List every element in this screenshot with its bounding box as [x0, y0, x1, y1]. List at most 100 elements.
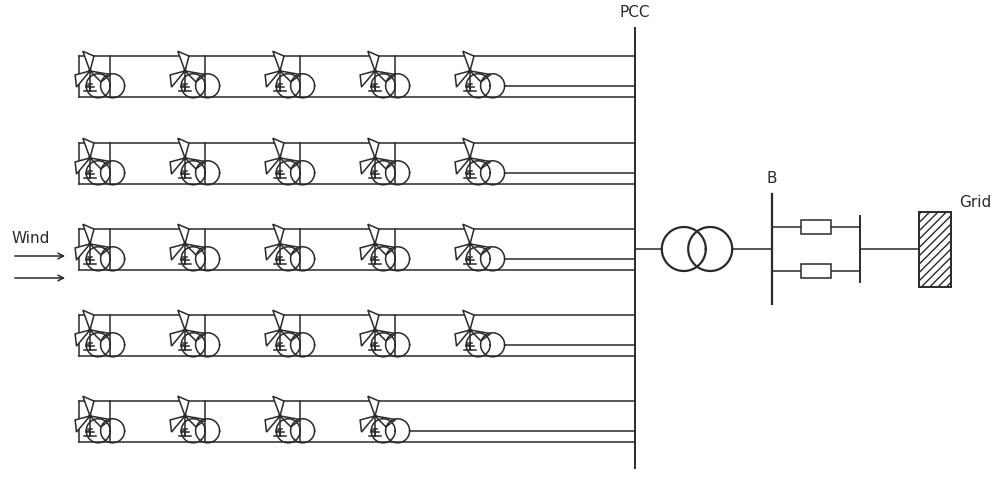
Polygon shape — [89, 329, 91, 331]
Polygon shape — [83, 138, 94, 158]
Polygon shape — [375, 244, 396, 255]
Polygon shape — [178, 138, 189, 158]
Polygon shape — [185, 330, 206, 341]
Polygon shape — [360, 416, 375, 432]
Polygon shape — [75, 330, 90, 346]
Polygon shape — [463, 138, 474, 158]
Polygon shape — [374, 415, 376, 417]
Polygon shape — [368, 224, 379, 244]
Polygon shape — [185, 416, 206, 427]
Polygon shape — [470, 244, 491, 255]
Polygon shape — [184, 70, 186, 72]
Polygon shape — [178, 224, 189, 244]
Polygon shape — [374, 70, 376, 72]
Polygon shape — [170, 71, 185, 87]
Polygon shape — [170, 416, 185, 432]
Polygon shape — [265, 71, 280, 87]
Polygon shape — [90, 416, 111, 427]
Polygon shape — [455, 244, 470, 260]
Polygon shape — [89, 157, 91, 159]
Polygon shape — [279, 243, 281, 245]
Polygon shape — [178, 51, 189, 71]
Polygon shape — [184, 329, 186, 331]
Polygon shape — [374, 329, 376, 331]
Polygon shape — [178, 396, 189, 416]
Polygon shape — [360, 244, 375, 260]
Text: Wind: Wind — [12, 231, 50, 246]
Polygon shape — [375, 71, 396, 82]
Polygon shape — [280, 330, 301, 341]
Polygon shape — [75, 416, 90, 432]
Polygon shape — [469, 329, 471, 331]
Polygon shape — [375, 158, 396, 169]
Polygon shape — [83, 396, 94, 416]
Polygon shape — [375, 330, 396, 341]
Polygon shape — [469, 70, 471, 72]
Polygon shape — [360, 158, 375, 174]
Polygon shape — [170, 330, 185, 346]
Bar — [801, 264, 831, 278]
Polygon shape — [279, 70, 281, 72]
Polygon shape — [273, 310, 284, 330]
Polygon shape — [273, 396, 284, 416]
Polygon shape — [184, 157, 186, 159]
Polygon shape — [90, 71, 111, 82]
Polygon shape — [178, 310, 189, 330]
Polygon shape — [265, 330, 280, 346]
Bar — [801, 220, 831, 234]
Polygon shape — [185, 71, 206, 82]
Polygon shape — [265, 244, 280, 260]
Polygon shape — [273, 224, 284, 244]
Polygon shape — [90, 158, 111, 169]
Polygon shape — [83, 51, 94, 71]
Polygon shape — [90, 330, 111, 341]
Polygon shape — [368, 51, 379, 71]
Polygon shape — [374, 157, 376, 159]
Polygon shape — [279, 329, 281, 331]
Polygon shape — [75, 71, 90, 87]
Polygon shape — [455, 158, 470, 174]
Polygon shape — [89, 243, 91, 245]
Text: PCC: PCC — [620, 5, 650, 20]
Polygon shape — [185, 158, 206, 169]
Polygon shape — [75, 158, 90, 174]
Polygon shape — [273, 51, 284, 71]
Polygon shape — [170, 158, 185, 174]
Polygon shape — [279, 415, 281, 417]
Polygon shape — [273, 138, 284, 158]
Bar — [919, 212, 951, 286]
Polygon shape — [89, 415, 91, 417]
Polygon shape — [375, 416, 396, 427]
Polygon shape — [170, 244, 185, 260]
Polygon shape — [83, 224, 94, 244]
Polygon shape — [83, 310, 94, 330]
Polygon shape — [75, 244, 90, 260]
Polygon shape — [469, 157, 471, 159]
Polygon shape — [265, 158, 280, 174]
Polygon shape — [455, 71, 470, 87]
Polygon shape — [455, 330, 470, 346]
Text: B: B — [767, 171, 777, 186]
Polygon shape — [463, 224, 474, 244]
Polygon shape — [184, 243, 186, 245]
Polygon shape — [265, 416, 280, 432]
Text: Grid: Grid — [959, 195, 991, 210]
Polygon shape — [469, 243, 471, 245]
Polygon shape — [279, 157, 281, 159]
Polygon shape — [280, 416, 301, 427]
Polygon shape — [368, 396, 379, 416]
Polygon shape — [470, 71, 491, 82]
Polygon shape — [280, 158, 301, 169]
Polygon shape — [463, 51, 474, 71]
Polygon shape — [470, 158, 491, 169]
Polygon shape — [89, 70, 91, 72]
Polygon shape — [184, 415, 186, 417]
Polygon shape — [280, 71, 301, 82]
Polygon shape — [368, 138, 379, 158]
Polygon shape — [185, 244, 206, 255]
Polygon shape — [374, 243, 376, 245]
Polygon shape — [368, 310, 379, 330]
Polygon shape — [360, 71, 375, 87]
Polygon shape — [90, 244, 111, 255]
Polygon shape — [463, 310, 474, 330]
